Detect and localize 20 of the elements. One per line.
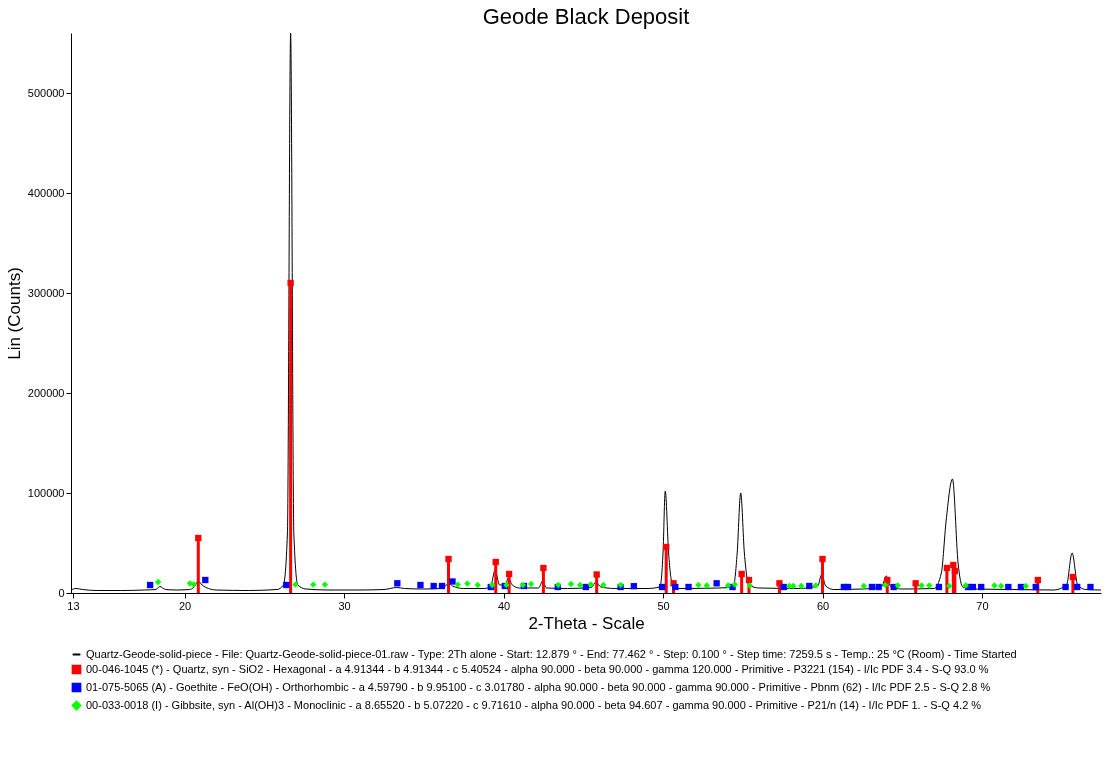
x-tick-label: 30 — [338, 599, 351, 612]
x-tick-label: 60 — [816, 599, 830, 612]
x-tick-label: 50 — [657, 599, 670, 612]
x-tick-label: 13 — [67, 599, 80, 612]
x-axis-title: 2-Theta - Scale — [528, 613, 645, 633]
y-tick-label: 400000 — [27, 186, 65, 199]
legend-label: 01-075-5065 (A) - Goethite - FeO(OH) - Orthorhombic - a 4.59790 - b 9.95100 - c 3.01780 - alpha 90.000 - beta 90.000 - gamma 90.000 - Primitive - Pbnm (62) - I/Ic PDF 2.5 - S-Q 2.8 % — [86, 680, 991, 693]
chart-title: Geode Black Deposit — [482, 3, 690, 29]
y-tick-label: 100000 — [27, 486, 65, 499]
y-tick-label: 500000 — [27, 86, 65, 99]
legend-label: 00-033-0018 (I) - Gibbsite, syn - Al(OH)3 - Monoclinic - a 8.65520 - b 5.07220 - c 9.71610 - alpha 90.000 - beta 94.607 - gamma 90.000 - Primitive - P21/n (14) - I/Ic PDF 1. - S-Q 4.2 % — [86, 698, 982, 711]
x-tick-label: 40 — [497, 599, 511, 612]
x-tick-label: 70 — [976, 599, 989, 612]
y-axis-title: Lin (Counts) — [4, 267, 24, 360]
x-tick-label: 20 — [178, 599, 192, 612]
legend-label: 00-046-1045 (*) - Quartz, syn - SiO2 - Hexagonal - a 4.91344 - b 4.91344 - c 5.40524 - alpha 90.000 - beta 90.000 - gamma 120.000 - Primitive - P3221 (154) - I/Ic PDF 3.4 - S-Q 93.0 % — [86, 662, 989, 675]
y-tick-label: 300000 — [27, 286, 65, 299]
y-tick-label: 200000 — [27, 386, 65, 399]
y-tick-label: 0 — [58, 586, 65, 599]
legend-label: Quartz-Geode-solid-piece - File: Quartz-Geode-solid-piece-01.raw - Type: 2Th alone - Start: 12.879 ° - End: 77.462 ° - Step: 0.100 ° - Step time: 7259.5 s - Temp.: 25 °C (Room) - Time Started — [86, 647, 1017, 660]
